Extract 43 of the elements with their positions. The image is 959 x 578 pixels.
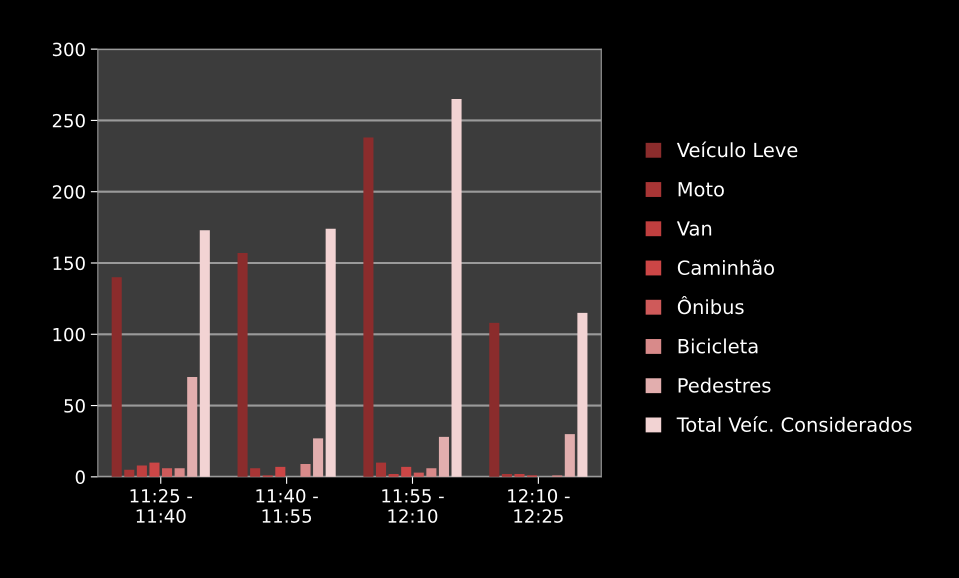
bar bbox=[238, 253, 248, 477]
bar bbox=[250, 468, 260, 477]
legend-label: Bicicleta bbox=[678, 338, 758, 354]
legend-label: Pedestres bbox=[678, 378, 770, 393]
bar bbox=[149, 462, 160, 477]
legend-label: Total Veíc. Considerados bbox=[676, 416, 912, 432]
y-tick-label: 100 bbox=[54, 328, 85, 342]
bar bbox=[313, 438, 324, 477]
bar bbox=[124, 470, 134, 477]
bar bbox=[200, 230, 210, 477]
bar bbox=[426, 468, 436, 477]
bar bbox=[275, 466, 286, 477]
x-tick-label: 11:25 - 11:40 bbox=[130, 488, 192, 523]
bar bbox=[564, 434, 575, 477]
bar bbox=[112, 277, 122, 477]
y-tick-label: 0 bbox=[76, 470, 85, 484]
x-tick-label: 11:40 - 11:55 bbox=[256, 488, 318, 523]
bar bbox=[438, 436, 449, 477]
x-tick-label: 11:55 - 12:10 bbox=[382, 489, 444, 523]
y-tick-label: 50 bbox=[64, 399, 85, 413]
legend-label: Veículo Leve bbox=[676, 141, 798, 158]
bar bbox=[300, 464, 311, 477]
y-tick-label: 250 bbox=[52, 114, 85, 128]
legend-label: Van bbox=[676, 221, 712, 236]
bar bbox=[187, 377, 198, 477]
bar bbox=[489, 322, 500, 477]
bar bbox=[162, 468, 172, 477]
legend-label: Ônibus bbox=[678, 296, 744, 314]
y-tick-label: 300 bbox=[52, 42, 85, 56]
bar bbox=[136, 465, 147, 477]
bar bbox=[577, 312, 588, 477]
legend-label: Moto bbox=[678, 182, 724, 197]
x-tick-label: 12:10 - 12:25 bbox=[508, 488, 570, 523]
bar bbox=[452, 99, 462, 477]
legend-label: Caminhão bbox=[678, 260, 774, 276]
y-tick-label: 200 bbox=[52, 185, 85, 199]
bar bbox=[326, 228, 336, 477]
bar bbox=[363, 138, 374, 477]
y-tick-label: 150 bbox=[54, 256, 85, 270]
bar bbox=[414, 472, 424, 477]
bar bbox=[376, 462, 386, 477]
bar bbox=[174, 468, 185, 477]
bar bbox=[401, 466, 412, 477]
